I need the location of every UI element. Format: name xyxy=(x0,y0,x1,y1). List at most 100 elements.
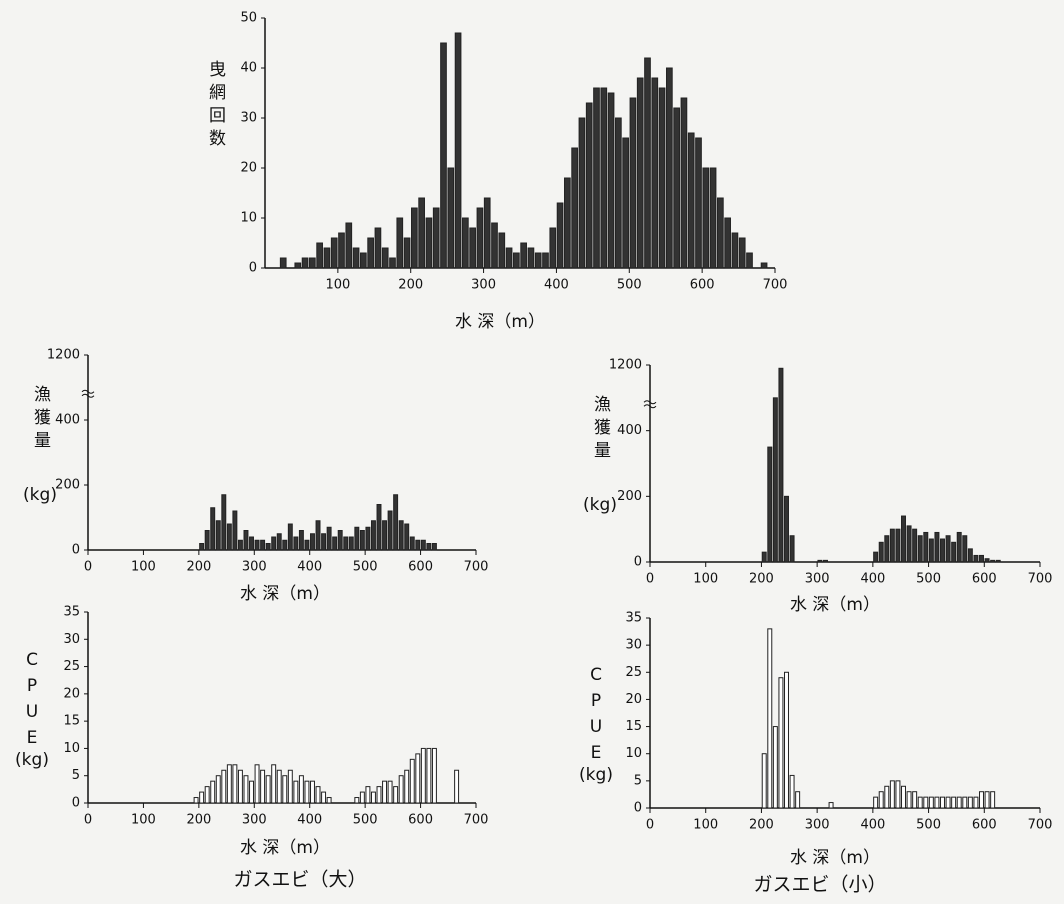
bar xyxy=(432,207,440,269)
bar xyxy=(298,775,304,804)
y-tick-label: 10 xyxy=(240,211,257,226)
bar xyxy=(323,247,331,269)
bar xyxy=(724,217,731,269)
x-tick-label: 700 xyxy=(763,278,788,293)
y-tick-label: 400 xyxy=(55,413,80,428)
bar xyxy=(301,257,309,269)
y-tick-label: 25 xyxy=(625,665,642,680)
bar xyxy=(215,775,221,804)
x-tick-label: 400 xyxy=(297,560,322,575)
bar xyxy=(990,559,996,563)
bar xyxy=(243,530,249,551)
bar xyxy=(199,543,205,551)
bar xyxy=(409,758,415,804)
bar xyxy=(951,796,957,809)
bar xyxy=(817,559,823,563)
bar xyxy=(895,780,901,809)
bar xyxy=(376,786,382,804)
bar xyxy=(237,769,243,804)
bar xyxy=(923,531,929,563)
bar xyxy=(462,217,469,269)
y-axis-unit: (kg) xyxy=(579,765,613,785)
bar xyxy=(731,232,739,269)
bar xyxy=(282,775,288,804)
bar xyxy=(687,132,695,269)
bar xyxy=(709,167,717,269)
y-axis-label: CPUE xyxy=(586,665,606,769)
bar xyxy=(293,536,299,551)
bar xyxy=(778,367,784,563)
bar xyxy=(956,796,962,809)
bar xyxy=(956,531,962,563)
bar xyxy=(912,791,918,809)
y-tick-label: 30 xyxy=(63,632,80,647)
x-axis-label: 水 深（m） xyxy=(790,595,880,615)
y-tick-label: 20 xyxy=(625,692,642,707)
bar xyxy=(359,791,365,804)
bar xyxy=(571,147,578,269)
y-tick-label: 30 xyxy=(625,638,642,653)
bar xyxy=(374,227,382,269)
bar xyxy=(415,753,421,804)
bar xyxy=(673,107,680,269)
bar xyxy=(352,247,360,269)
bar xyxy=(600,87,608,269)
x-tick-label: 500 xyxy=(916,818,941,833)
bar xyxy=(549,227,557,269)
x-tick-label: 200 xyxy=(749,572,774,587)
bar xyxy=(498,232,506,269)
bar xyxy=(761,551,767,563)
bar xyxy=(348,536,354,551)
bar xyxy=(226,523,232,551)
x-tick-label: 700 xyxy=(464,813,489,828)
bar xyxy=(772,397,778,563)
bar xyxy=(370,791,376,804)
bar xyxy=(204,786,210,804)
x-tick-label: 300 xyxy=(805,572,830,587)
bar xyxy=(398,775,404,804)
bar xyxy=(917,796,923,809)
y-tick-label: 15 xyxy=(63,714,80,729)
bar xyxy=(249,780,254,804)
x-tick-label: 0 xyxy=(84,813,92,828)
bar xyxy=(426,747,432,804)
bar xyxy=(287,769,293,804)
bar xyxy=(215,520,221,551)
bar xyxy=(330,237,338,269)
bar xyxy=(221,769,227,804)
bar xyxy=(761,753,767,809)
bar xyxy=(415,539,421,551)
bar xyxy=(265,543,271,551)
bar xyxy=(778,677,784,809)
bar xyxy=(420,539,426,551)
bar xyxy=(343,536,349,551)
y-tick-label: 200 xyxy=(617,489,642,504)
bar xyxy=(702,167,710,269)
y-tick-label: 15 xyxy=(625,719,642,734)
bar xyxy=(199,791,205,804)
bar xyxy=(476,207,484,269)
x-tick-label: 300 xyxy=(242,813,267,828)
bar xyxy=(615,117,622,269)
bar xyxy=(934,796,940,809)
bar xyxy=(784,671,789,809)
x-tick-label: 400 xyxy=(544,278,569,293)
x-tick-label: 600 xyxy=(408,560,433,575)
x-tick-label: 100 xyxy=(693,818,718,833)
bar xyxy=(232,764,238,804)
bar xyxy=(680,97,688,269)
bar xyxy=(644,57,651,269)
bar xyxy=(760,262,768,269)
bar xyxy=(951,541,957,563)
bar xyxy=(767,446,773,563)
bar xyxy=(695,137,702,269)
x-tick-label: 500 xyxy=(353,560,378,575)
y-axis-label: 漁獲量 xyxy=(30,385,51,454)
y-tick-label: 35 xyxy=(625,611,642,626)
bar xyxy=(382,780,388,804)
bar xyxy=(210,507,216,551)
y-tick-label: 0 xyxy=(72,796,80,811)
bar xyxy=(878,791,884,809)
y-tick-label: 0 xyxy=(72,543,80,558)
